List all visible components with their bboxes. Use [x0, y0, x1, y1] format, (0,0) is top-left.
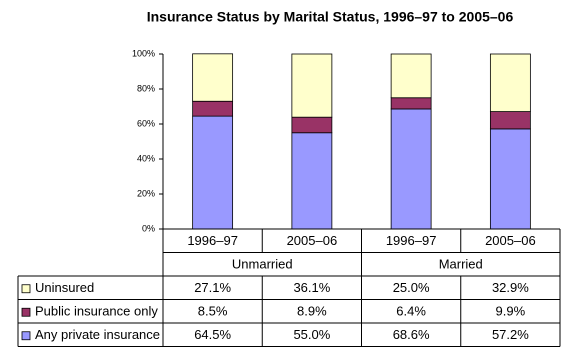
bar-segment: [489, 111, 531, 130]
x-tick-label: 2005–06: [485, 233, 536, 248]
bar-segment: [390, 53, 432, 99]
value-label: 6.4%: [396, 304, 426, 319]
value-label: 64.5%: [194, 327, 231, 342]
y-tick-label: 60%: [137, 118, 155, 128]
bar-segment: [192, 53, 234, 102]
bar-segment: [489, 53, 531, 112]
value-label: 68.6%: [393, 327, 430, 342]
bar-segment: [291, 116, 333, 134]
bar-segment: [192, 115, 234, 230]
group-label: Married: [439, 257, 483, 272]
value-label: 25.0%: [393, 280, 430, 295]
value-label: 36.1%: [293, 280, 330, 295]
x-tick-label: 1996–97: [386, 233, 437, 248]
bar-segment: [192, 100, 234, 117]
value-label: 27.1%: [194, 280, 231, 295]
x-tick-label: 2005–06: [287, 233, 338, 248]
chart-title: Insurance Status by Marital Status, 1996…: [147, 9, 514, 25]
value-label: 9.9%: [496, 304, 526, 319]
x-tick-label: 1996–97: [187, 233, 238, 248]
legend-label: Any private insurance: [35, 327, 160, 342]
y-tick-label: 100%: [132, 48, 155, 58]
legend-swatch: [21, 331, 31, 341]
y-tick-label: 40%: [137, 153, 155, 163]
value-label: 8.5%: [198, 304, 228, 319]
legend-swatch: [21, 284, 31, 294]
bar-segment: [291, 132, 333, 230]
legend-label: Uninsured: [35, 280, 94, 295]
bar-segment: [390, 108, 432, 230]
bar-segment: [390, 97, 432, 110]
group-label: Unmarried: [232, 257, 293, 272]
y-tick-label: 80%: [137, 83, 155, 93]
value-label: 8.9%: [297, 304, 327, 319]
legend-swatch: [21, 307, 31, 317]
y-tick-label: 0%: [142, 223, 155, 233]
value-label: 32.9%: [492, 280, 529, 295]
bar-segment: [291, 53, 333, 118]
value-label: 55.0%: [293, 327, 330, 342]
y-tick-label: 20%: [137, 188, 155, 198]
value-label: 57.2%: [492, 327, 529, 342]
legend-label: Public insurance only: [35, 304, 158, 319]
bar-segment: [489, 128, 531, 230]
